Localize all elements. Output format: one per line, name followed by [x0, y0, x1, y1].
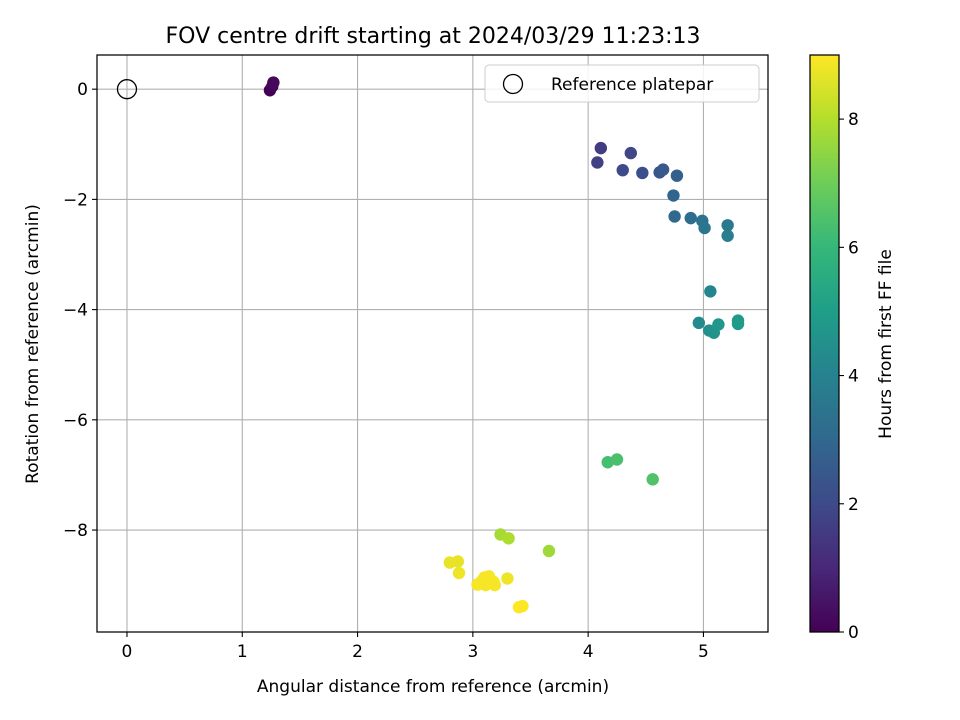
data-point — [670, 169, 684, 182]
y-tick-label: 0 — [77, 80, 88, 100]
x-tick-label: 3 — [467, 642, 478, 662]
data-point — [542, 544, 556, 558]
data-point — [488, 578, 501, 592]
data-point — [501, 572, 514, 585]
colorbar-tick-label: 0 — [848, 623, 859, 643]
grid-lines — [97, 55, 768, 632]
reference-platepar-marker — [116, 79, 138, 100]
colorbar-ticks: 0 2 4 6 8 — [839, 110, 859, 643]
data-point — [692, 316, 706, 330]
colorbar-label: Hours from first FF file — [876, 249, 896, 439]
x-tick-label: 5 — [698, 642, 709, 662]
colorbar-tick-label: 2 — [848, 495, 859, 515]
data-point — [731, 317, 745, 331]
data-point — [698, 221, 711, 235]
data-point — [636, 166, 649, 180]
x-tick-label: 4 — [583, 642, 594, 662]
data-point — [668, 210, 681, 223]
data-point — [616, 163, 629, 177]
data-point — [591, 156, 604, 169]
colorbar-tick-label: 6 — [848, 238, 859, 258]
plot-area-frame — [96, 54, 769, 633]
data-point — [712, 318, 725, 331]
data-point — [721, 229, 734, 242]
y-axis-ticks: 0 −2 −4 −6 −8 — [63, 80, 97, 541]
legend-marker-open-circle — [502, 73, 524, 95]
data-point — [667, 189, 680, 202]
data-point — [452, 566, 466, 580]
y-tick-label: −6 — [63, 411, 88, 431]
data-point — [656, 163, 670, 176]
x-axis-label: Angular distance from reference (arcmin) — [257, 677, 609, 697]
legend-entry-reference-platepar: Reference platepar — [551, 75, 713, 95]
colorbar-tick-label: 8 — [848, 110, 859, 130]
data-point — [451, 555, 465, 568]
y-tick-label: −2 — [63, 190, 88, 210]
colorbar-gradient — [809, 54, 840, 633]
colorbar-tick-label: 4 — [848, 367, 859, 387]
y-axis-label: Rotation from reference (arcmin) — [23, 204, 43, 484]
data-point — [516, 599, 529, 613]
data-point — [721, 219, 734, 232]
data-point — [624, 146, 638, 160]
x-tick-label: 1 — [237, 642, 248, 662]
data-point — [646, 473, 659, 486]
data-point — [594, 141, 608, 155]
data-point — [610, 453, 624, 466]
data-point — [267, 76, 280, 89]
data-point — [704, 285, 717, 298]
x-axis-ticks: 0 1 2 3 4 5 — [122, 632, 709, 662]
y-tick-label: −4 — [63, 301, 88, 321]
x-tick-label: 2 — [352, 642, 363, 662]
x-tick-label: 0 — [122, 642, 133, 662]
reference-marker-layer — [116, 79, 138, 100]
chart-title: FOV centre drift starting at 2024/03/29 … — [166, 24, 701, 49]
legend-box — [484, 64, 760, 103]
data-point — [502, 532, 515, 545]
data-point — [479, 578, 492, 592]
scatter-points — [263, 76, 745, 614]
y-tick-label: −8 — [63, 521, 88, 541]
data-point — [684, 211, 697, 225]
legend: Reference platepar — [484, 64, 760, 103]
